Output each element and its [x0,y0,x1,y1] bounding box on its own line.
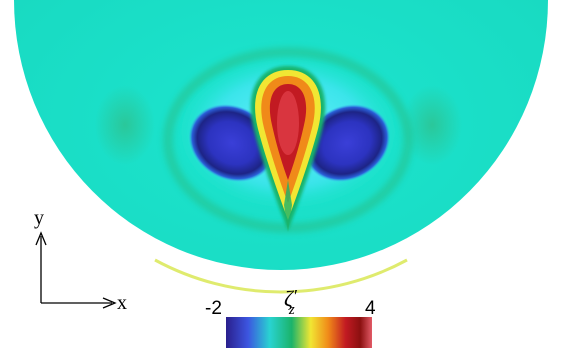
left-weak-patch [95,85,155,165]
colorbar-max-label: 4 [365,298,376,319]
x-axis-label: x [117,292,127,314]
domain-bottom-rim [154,258,408,294]
colorbar-min-label: -2 [205,298,222,319]
y-axis-label: y [34,207,44,229]
positive-core [250,66,326,232]
variable-symbol: ζ [284,286,295,311]
variable-prime: ′ [293,286,298,306]
axes-indicator: y x [34,207,127,314]
colorbar: -2 4 ζ′ z [205,286,376,348]
y-axis-arrowhead [35,231,47,246]
variable-subscript: z [288,302,295,318]
colorbar-variable-label: ζ′ z [284,286,298,318]
x-axis-arrowhead [102,297,117,309]
right-weak-patch [402,85,462,165]
colorbar-gradient [226,317,372,348]
negative-lobe-right [303,104,391,182]
